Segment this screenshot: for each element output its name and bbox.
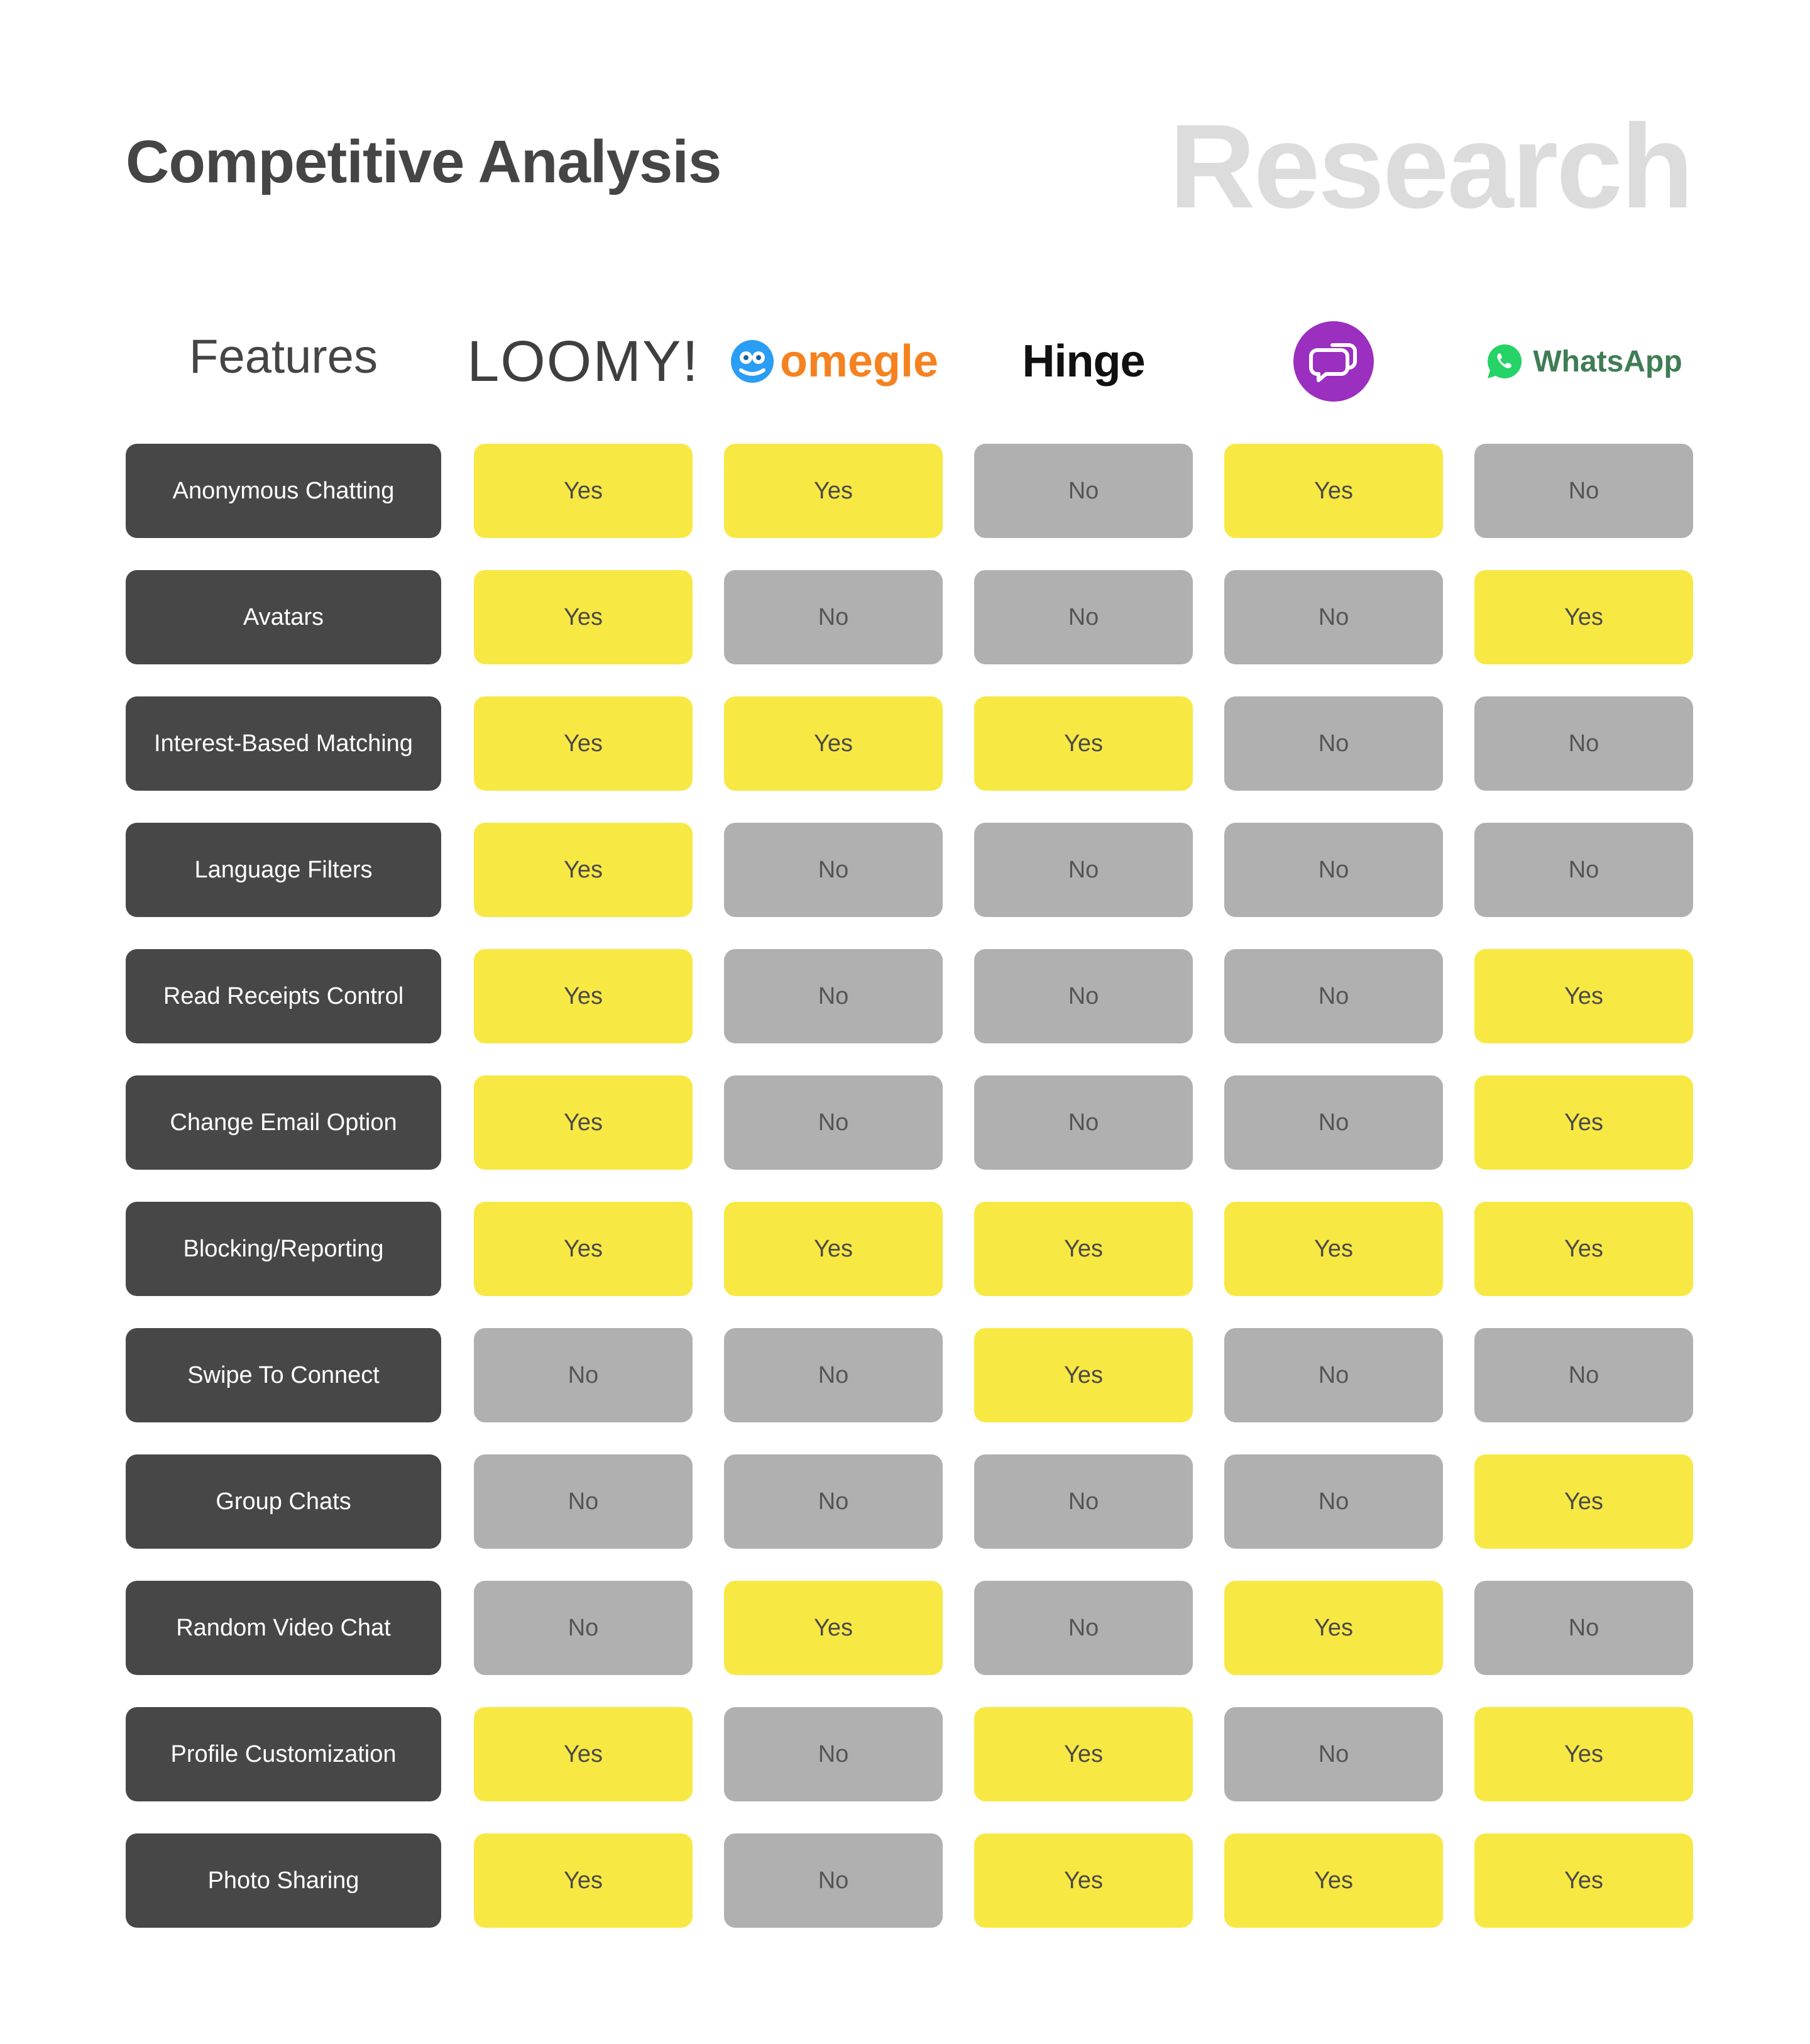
page-title: Competitive Analysis xyxy=(126,128,721,195)
value-cell: Yes xyxy=(1474,1833,1693,1928)
value-cell: Yes xyxy=(474,949,693,1043)
value-cell: Yes xyxy=(474,1075,693,1170)
loomy-logo-text: LOOMY! xyxy=(467,329,699,393)
value-cell: No xyxy=(1474,823,1693,917)
hinge-logo-text: Hinge xyxy=(1022,336,1145,387)
feature-label: Blocking/Reporting xyxy=(126,1202,441,1296)
feature-label: Change Email Option xyxy=(126,1075,441,1170)
value-cell: No xyxy=(974,823,1193,917)
feature-label: Swipe To Connect xyxy=(126,1328,441,1422)
value-cell: No xyxy=(1224,823,1443,917)
value-cell: No xyxy=(1474,696,1693,791)
value-cell: Yes xyxy=(1224,444,1443,538)
value-cell: No xyxy=(974,1581,1193,1675)
chat-bubbles-icon xyxy=(1293,321,1374,402)
value-cell: Yes xyxy=(974,696,1193,791)
feature-label: Anonymous Chatting xyxy=(126,444,441,538)
chat-bubbles-logo xyxy=(1224,314,1443,409)
value-cell: No xyxy=(974,1454,1193,1549)
value-cell: No xyxy=(974,1075,1193,1170)
feature-label: Read Receipts Control xyxy=(126,949,441,1043)
value-cell: Yes xyxy=(1474,570,1693,664)
whatsapp-icon xyxy=(1488,344,1522,378)
feature-label: Group Chats xyxy=(126,1454,441,1549)
value-cell: No xyxy=(724,823,943,917)
whatsapp-logo-text: WhatsApp xyxy=(1533,344,1682,378)
feature-label: Avatars xyxy=(126,570,441,664)
value-cell: No xyxy=(474,1454,693,1549)
feature-label: Profile Customization xyxy=(126,1707,441,1801)
value-cell: Yes xyxy=(1224,1202,1443,1296)
value-cell: No xyxy=(474,1581,693,1675)
value-cell: No xyxy=(1224,1454,1443,1549)
value-cell: Yes xyxy=(724,444,943,538)
value-cell: No xyxy=(1224,1075,1443,1170)
value-cell: No xyxy=(724,1075,943,1170)
value-cell: Yes xyxy=(724,696,943,791)
value-cell: Yes xyxy=(1224,1581,1443,1675)
value-cell: Yes xyxy=(1474,1075,1693,1170)
value-cell: No xyxy=(724,1328,943,1422)
value-cell: Yes xyxy=(474,570,693,664)
omegle-icon xyxy=(730,340,774,383)
value-cell: Yes xyxy=(474,696,693,791)
value-cell: Yes xyxy=(724,1581,943,1675)
loomy-logo: LOOMY! xyxy=(467,314,698,409)
value-cell: No xyxy=(724,1707,943,1801)
value-cell: No xyxy=(724,949,943,1043)
value-cell: No xyxy=(724,1454,943,1549)
value-cell: No xyxy=(1224,1707,1443,1801)
value-cell: Yes xyxy=(474,1833,693,1928)
value-cell: Yes xyxy=(974,1707,1193,1801)
value-cell: No xyxy=(974,949,1193,1043)
feature-label: Interest-Based Matching xyxy=(126,696,441,791)
omegle-logo: omegle xyxy=(724,314,943,409)
value-cell: No xyxy=(1474,1581,1693,1675)
value-cell: Yes xyxy=(974,1202,1193,1296)
value-cell: Yes xyxy=(1474,1202,1693,1296)
value-cell: No xyxy=(474,1328,693,1422)
value-cell: Yes xyxy=(724,1202,943,1296)
value-cell: Yes xyxy=(1474,949,1693,1043)
feature-label: Language Filters xyxy=(126,823,441,917)
value-cell: Yes xyxy=(1474,1707,1693,1801)
feature-label: Photo Sharing xyxy=(126,1833,441,1928)
value-cell: No xyxy=(1224,949,1443,1043)
value-cell: No xyxy=(724,1833,943,1928)
value-cell: Yes xyxy=(474,444,693,538)
value-cell: No xyxy=(1224,696,1443,791)
value-cell: No xyxy=(1224,1328,1443,1422)
feature-label: Random Video Chat xyxy=(126,1581,441,1675)
section-watermark: Research xyxy=(1169,100,1694,233)
value-cell: Yes xyxy=(974,1328,1193,1422)
whatsapp-logo: WhatsApp xyxy=(1474,314,1693,409)
features-column-header: Features xyxy=(189,330,378,383)
value-cell: No xyxy=(974,570,1193,664)
value-cell: Yes xyxy=(474,823,693,917)
omegle-logo-text: omegle xyxy=(779,336,939,387)
hinge-logo: Hinge xyxy=(974,314,1193,409)
value-cell: No xyxy=(1474,1328,1693,1422)
value-cell: No xyxy=(1474,444,1693,538)
value-cell: Yes xyxy=(474,1202,693,1296)
value-cell: No xyxy=(974,444,1193,538)
value-cell: Yes xyxy=(474,1707,693,1801)
value-cell: Yes xyxy=(1224,1833,1443,1928)
value-cell: Yes xyxy=(974,1833,1193,1928)
value-cell: No xyxy=(724,570,943,664)
value-cell: Yes xyxy=(1474,1454,1693,1549)
value-cell: No xyxy=(1224,570,1443,664)
